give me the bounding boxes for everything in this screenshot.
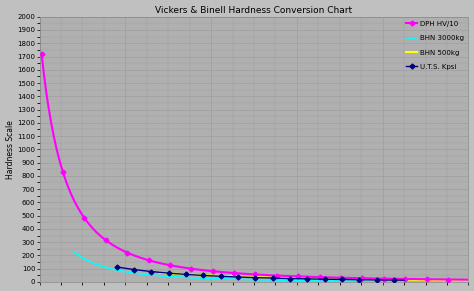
BHN 3000kg — [227, 277, 233, 281]
BHN 3000kg — [356, 279, 362, 283]
BHN 3000kg — [71, 250, 77, 253]
Line: BHN 500kg: BHN 500kg — [160, 273, 468, 280]
DPH HV/10 — [39, 52, 45, 56]
BHN 500kg — [465, 278, 471, 282]
U.T.S. Kpsi — [131, 268, 137, 271]
DPH HV/10 — [270, 274, 275, 277]
BHN 500kg — [157, 271, 163, 274]
U.T.S. Kpsi — [401, 278, 407, 282]
Y-axis label: Hardness Scale: Hardness Scale — [6, 120, 15, 179]
U.T.S. Kpsi — [126, 267, 131, 271]
BHN 3000kg — [358, 279, 364, 283]
DPH HV/10 — [389, 277, 394, 281]
U.T.S. Kpsi — [114, 265, 119, 269]
BHN 500kg — [437, 278, 442, 282]
DPH HV/10 — [465, 278, 471, 281]
Title: Vickers & Binell Hardness Conversion Chart: Vickers & Binell Hardness Conversion Cha… — [155, 6, 353, 15]
BHN 500kg — [339, 277, 345, 281]
BHN 3000kg — [118, 269, 124, 273]
Line: U.T.S. Kpsi: U.T.S. Kpsi — [115, 265, 406, 282]
DPH HV/10 — [244, 272, 250, 276]
BHN 500kg — [346, 277, 351, 281]
DPH HV/10 — [456, 278, 461, 281]
BHN 3000kg — [200, 276, 205, 280]
DPH HV/10 — [242, 272, 247, 276]
DPH HV/10 — [293, 275, 299, 278]
Line: BHN 3000kg: BHN 3000kg — [74, 252, 468, 281]
Legend: DPH HV/10, BHN 3000kg, BHN 500kg, U.T.S. Kpsi: DPH HV/10, BHN 3000kg, BHN 500kg, U.T.S.… — [404, 18, 467, 73]
U.T.S. Kpsi — [377, 278, 383, 282]
U.T.S. Kpsi — [167, 272, 173, 275]
BHN 500kg — [158, 271, 164, 275]
BHN 500kg — [417, 278, 423, 282]
BHN 500kg — [341, 277, 346, 281]
U.T.S. Kpsi — [191, 273, 196, 277]
Line: DPH HV/10: DPH HV/10 — [40, 52, 470, 281]
BHN 3000kg — [319, 279, 325, 282]
U.T.S. Kpsi — [387, 278, 392, 282]
BHN 3000kg — [465, 280, 471, 283]
